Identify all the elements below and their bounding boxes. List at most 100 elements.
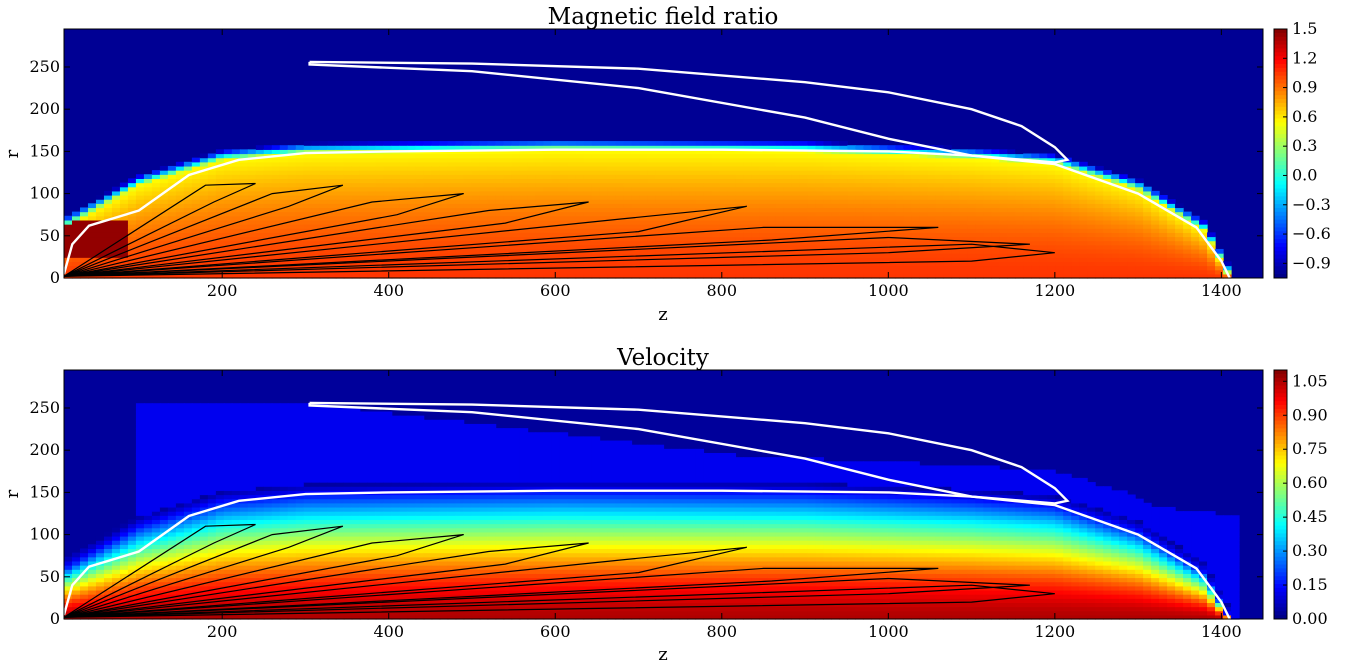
heatmap-cell xyxy=(935,195,944,200)
heatmap-cell xyxy=(599,224,609,229)
heatmap-cell xyxy=(247,161,257,167)
colorbar-tick-label: −0.6 xyxy=(1292,224,1331,243)
heatmap-cell xyxy=(351,199,361,204)
heatmap-cell xyxy=(623,211,633,217)
heatmap-cell xyxy=(791,186,800,192)
heatmap-cell xyxy=(471,199,481,204)
heatmap-cell xyxy=(367,145,377,150)
heatmap-cell xyxy=(975,240,984,246)
heatmap-cell xyxy=(991,186,1000,192)
heatmap-cell xyxy=(431,253,441,258)
heatmap-cell xyxy=(1031,174,1040,179)
heatmap-cell xyxy=(919,199,928,204)
heatmap-cell xyxy=(303,153,313,159)
heatmap-cell xyxy=(135,565,145,570)
heatmap-cell xyxy=(375,240,385,246)
heatmap-cell xyxy=(647,203,657,209)
heatmap-cell xyxy=(1127,190,1136,196)
heatmap-cell xyxy=(703,170,713,175)
heatmap-cell xyxy=(143,536,153,541)
heatmap-cell xyxy=(567,215,577,221)
heatmap-cell xyxy=(535,190,545,196)
heatmap-cell xyxy=(1151,190,1160,196)
heatmap-cell xyxy=(159,548,169,554)
heatmap-cell xyxy=(175,411,185,417)
heatmap-cell xyxy=(95,573,105,579)
heatmap-cell xyxy=(751,186,761,192)
heatmap-cell xyxy=(311,186,321,192)
heatmap-cell xyxy=(871,224,880,229)
heatmap-cell xyxy=(839,265,848,271)
heatmap-cell xyxy=(879,211,888,217)
heatmap-cell xyxy=(103,569,113,574)
heatmap-cell xyxy=(751,269,761,275)
heatmap-cell xyxy=(607,211,617,217)
heatmap-cell xyxy=(343,215,353,221)
heatmap-cell xyxy=(127,215,137,221)
heatmap-cell xyxy=(399,186,409,192)
heatmap-cell xyxy=(639,165,649,171)
heatmap-cell xyxy=(119,614,129,620)
heatmap-cell xyxy=(167,548,177,554)
heatmap-cell xyxy=(575,161,585,167)
y-axis-label: r xyxy=(2,149,23,158)
heatmap-cell xyxy=(151,589,161,595)
heatmap-cell xyxy=(703,215,713,221)
heatmap-cell xyxy=(127,244,137,250)
heatmap-cell xyxy=(719,273,729,279)
heatmap-cell xyxy=(775,165,784,171)
heatmap-cell xyxy=(687,141,697,146)
heatmap-cell xyxy=(1175,253,1184,258)
heatmap-cell xyxy=(855,178,864,184)
heatmap-cell xyxy=(151,419,161,425)
heatmap-cell xyxy=(271,178,281,184)
heatmap-cell xyxy=(887,215,896,221)
heatmap-cell xyxy=(183,273,193,279)
heatmap-cell xyxy=(159,577,169,583)
heatmap-cell xyxy=(1007,211,1016,217)
heatmap-cell xyxy=(175,614,185,620)
heatmap-cell xyxy=(1055,253,1064,258)
heatmap-cell xyxy=(943,236,952,242)
heatmap-cell xyxy=(815,219,824,225)
heatmap-cell xyxy=(1007,203,1016,209)
heatmap-cell xyxy=(1071,211,1080,217)
heatmap-cell xyxy=(671,265,681,271)
heatmap-cell xyxy=(1167,228,1176,233)
y-tick-label: 100 xyxy=(29,184,60,203)
heatmap-cell xyxy=(919,182,928,188)
heatmap-cell xyxy=(175,453,185,458)
heatmap-cell xyxy=(807,199,816,204)
heatmap-cell xyxy=(1135,265,1144,271)
heatmap-cell xyxy=(1191,240,1200,246)
heatmap-cell xyxy=(847,261,856,267)
heatmap-cell xyxy=(567,161,577,167)
heatmap-cell xyxy=(663,190,673,196)
heatmap-cell xyxy=(1183,273,1192,279)
heatmap-cell xyxy=(695,170,705,175)
heatmap-cell xyxy=(463,215,473,221)
heatmap-cell xyxy=(951,199,960,204)
heatmap-cell xyxy=(367,141,377,146)
heatmap-cell xyxy=(383,182,393,188)
heatmap-cell xyxy=(551,232,561,238)
heatmap-cell xyxy=(455,273,465,279)
heatmap-cell xyxy=(503,232,513,238)
heatmap-cell xyxy=(631,211,641,217)
heatmap-cell xyxy=(167,594,177,599)
heatmap-cell xyxy=(1135,240,1144,246)
black-contours xyxy=(63,182,1055,277)
heatmap-cell xyxy=(1055,190,1064,196)
heatmap-cell xyxy=(535,186,545,192)
heatmap-cell xyxy=(663,170,673,175)
heatmap-cell xyxy=(359,178,369,184)
heatmap-cell xyxy=(735,244,745,250)
heatmap-cell xyxy=(727,170,737,175)
heatmap-cell xyxy=(1071,240,1080,246)
heatmap-cell xyxy=(391,244,401,250)
heatmap-cell xyxy=(295,153,305,159)
heatmap-cell xyxy=(567,145,577,150)
heatmap-cell xyxy=(1151,273,1160,279)
heatmap-cell xyxy=(255,170,265,175)
heatmap-cell xyxy=(463,261,473,267)
